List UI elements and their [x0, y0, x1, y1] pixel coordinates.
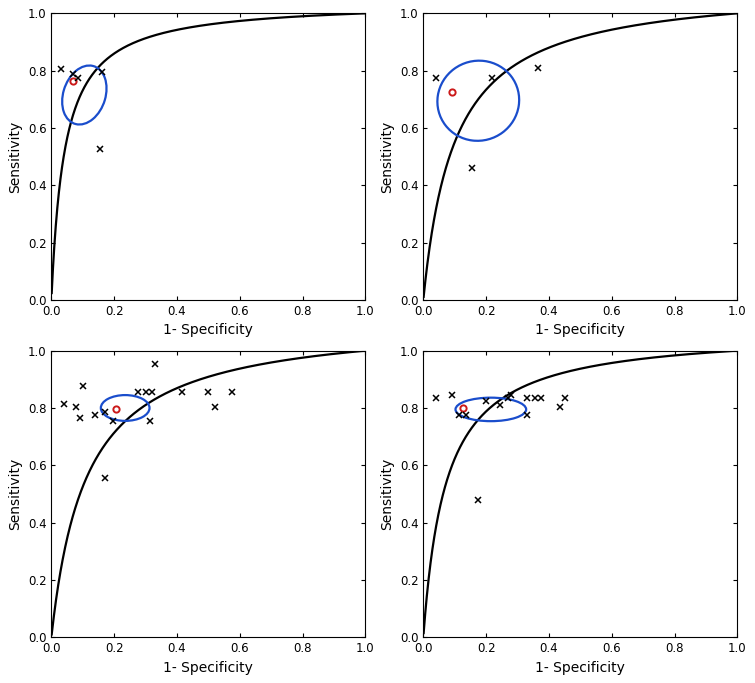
X-axis label: 1- Specificity: 1- Specificity — [535, 660, 625, 675]
Y-axis label: Sensitivity: Sensitivity — [381, 120, 394, 193]
X-axis label: 1- Specificity: 1- Specificity — [535, 323, 625, 337]
X-axis label: 1- Specificity: 1- Specificity — [163, 660, 254, 675]
Y-axis label: Sensitivity: Sensitivity — [381, 458, 394, 530]
Y-axis label: Sensitivity: Sensitivity — [8, 458, 23, 530]
X-axis label: 1- Specificity: 1- Specificity — [163, 323, 254, 337]
Y-axis label: Sensitivity: Sensitivity — [8, 120, 23, 193]
